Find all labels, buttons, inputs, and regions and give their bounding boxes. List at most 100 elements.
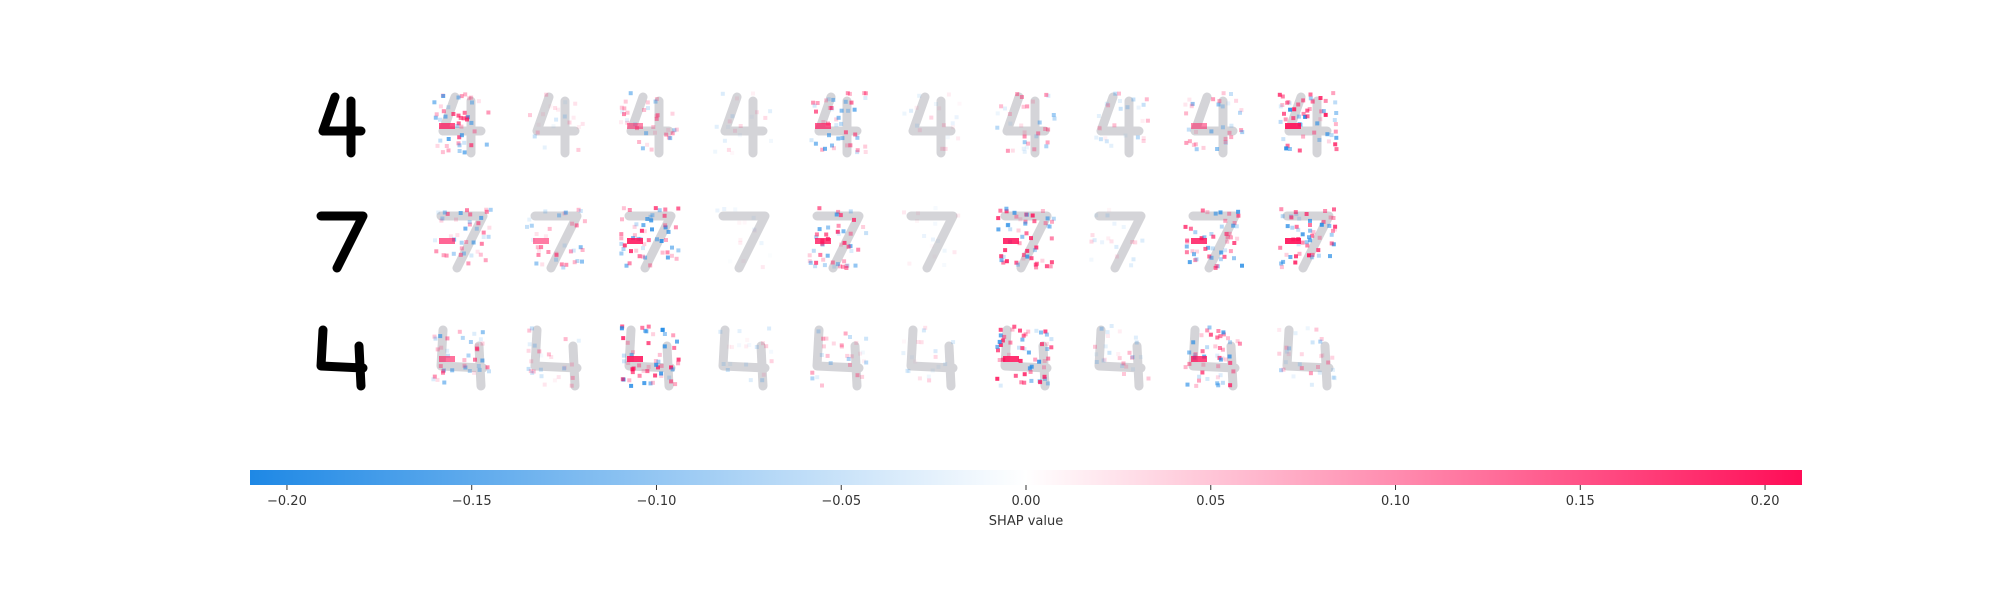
- positive-shap-pixel: [1022, 372, 1027, 377]
- negative-shap-pixel: [578, 209, 583, 213]
- negative-shap-pixel: [467, 220, 472, 224]
- negative-shap-pixel: [809, 138, 814, 143]
- positive-shap-pixel: [622, 112, 626, 117]
- positive-shap-pixel: [1117, 91, 1121, 96]
- negative-shap-pixel: [479, 215, 484, 220]
- positive-shap-pixel: [541, 112, 545, 117]
- negative-shap-pixel: [767, 326, 772, 331]
- negative-shap-pixel: [836, 231, 841, 236]
- shap-explanation-image: [713, 91, 773, 158]
- positive-shap-pixel: [1040, 342, 1044, 347]
- positive-shap-pixel: [448, 234, 453, 239]
- negative-shap-pixel: [1213, 211, 1218, 216]
- positive-shap-pixel: [1103, 136, 1108, 141]
- negative-shap-pixel: [620, 109, 625, 114]
- negative-shap-pixel: [954, 115, 959, 120]
- positive-shap-pixel: [645, 142, 650, 147]
- negative-shap-pixel: [828, 361, 833, 365]
- colorbar-tick-label: −0.15: [452, 494, 492, 509]
- positive-shap-pixel: [1316, 365, 1320, 369]
- positive-shap-pixel: [1014, 260, 1019, 265]
- positive-shap-pixel: [1205, 328, 1210, 333]
- positive-shap-pixel: [1033, 357, 1038, 362]
- positive-shap-pixel: [916, 211, 920, 216]
- positive-shap-pixel: [1044, 264, 1049, 269]
- positive-shap-pixel: [654, 116, 659, 121]
- negative-shap-pixel: [1325, 132, 1330, 137]
- negative-shap-pixel: [1187, 350, 1192, 355]
- positive-shap-pixel: [432, 334, 437, 339]
- negative-shap-pixel: [1112, 221, 1117, 226]
- negative-shap-pixel: [1125, 105, 1130, 110]
- positive-shap-pixel: [1114, 254, 1119, 259]
- positive-shap-pixel: [1326, 360, 1331, 365]
- positive-shap-pixel: [956, 136, 961, 141]
- positive-shap-pixel: [1232, 241, 1237, 245]
- negative-shap-pixel: [625, 118, 629, 123]
- negative-shap-pixel: [834, 212, 839, 217]
- positive-shap-pixel: [630, 370, 635, 375]
- negative-shap-pixel: [1134, 340, 1139, 345]
- positive-shap-pixel: [568, 249, 573, 254]
- colorbar-tick-label: −0.10: [637, 494, 677, 509]
- negative-shap-pixel: [1238, 110, 1242, 115]
- negative-shap-pixel: [1308, 218, 1312, 223]
- negative-shap-pixel: [1045, 381, 1050, 386]
- positive-shap-pixel: [653, 130, 657, 135]
- positive-shap-pixel: [666, 127, 671, 132]
- positive-shap-pixel: [1049, 260, 1054, 265]
- negative-shap-pixel: [1047, 224, 1052, 229]
- shap-explanation-image: [995, 324, 1054, 391]
- positive-shap-pixel: [653, 206, 658, 211]
- negative-shap-pixel: [1315, 121, 1320, 126]
- negative-shap-pixel: [1300, 232, 1305, 237]
- negative-shap-pixel: [663, 225, 668, 230]
- negative-shap-pixel: [726, 124, 731, 129]
- positive-shap-pixel: [653, 359, 658, 363]
- positive-shap-pixel: [1040, 258, 1045, 263]
- positive-shap-pixel: [548, 104, 553, 109]
- positive-shap-pixel: [848, 362, 852, 367]
- positive-shap-pixel: [650, 380, 655, 385]
- negative-shap-pixel: [670, 367, 675, 372]
- positive-shap-pixel: [455, 233, 460, 238]
- positive-shap-pixel: [434, 112, 439, 117]
- positive-shap-pixel: [1239, 128, 1244, 133]
- negative-shap-pixel: [1229, 92, 1233, 96]
- negative-shap-pixel: [931, 237, 935, 242]
- negative-shap-pixel: [813, 141, 818, 146]
- positive-shap-pixel: [1036, 131, 1041, 136]
- positive-shap-pixel: [1022, 380, 1027, 385]
- negative-shap-pixel: [561, 265, 566, 270]
- positive-shap-pixel: [916, 340, 921, 344]
- negative-shap-pixel: [853, 263, 858, 268]
- negative-shap-pixel: [1043, 376, 1047, 381]
- positive-shap-pixel: [1203, 246, 1208, 251]
- positive-shap-pixel: [1235, 236, 1240, 241]
- positive-shap-pixel: [1318, 117, 1323, 122]
- positive-shap-pixel: [919, 340, 924, 345]
- negative-shap-pixel: [1012, 210, 1017, 215]
- negative-shap-pixel: [747, 343, 752, 347]
- positive-shap-pixel: [811, 100, 816, 105]
- positive-shap-pixel: [1221, 91, 1226, 96]
- positive-shap-pixel: [821, 257, 826, 262]
- negative-shap-pixel: [1215, 381, 1220, 386]
- positive-shap-pixel: [1284, 345, 1289, 350]
- positive-shap-pixel: [807, 253, 812, 258]
- negative-shap-pixel: [1287, 101, 1292, 106]
- negative-shap-pixel: [714, 124, 719, 129]
- positive-shap-pixel: [1228, 235, 1233, 240]
- colorbar-tick-label: −0.05: [821, 494, 861, 509]
- positive-shap-pixel: [456, 121, 461, 126]
- positive-shap-pixel: [1089, 239, 1094, 244]
- positive-shap-pixel: [1331, 91, 1336, 96]
- negative-shap-pixel: [436, 210, 441, 215]
- positive-shap-pixel: [815, 101, 820, 105]
- negative-shap-pixel: [1022, 149, 1027, 154]
- positive-shap-pixel: [1321, 219, 1326, 224]
- positive-shap-pixel: [998, 327, 1003, 332]
- positive-shap-pixel: [831, 341, 836, 346]
- negative-shap-pixel: [933, 349, 938, 354]
- negative-shap-pixel: [748, 378, 753, 383]
